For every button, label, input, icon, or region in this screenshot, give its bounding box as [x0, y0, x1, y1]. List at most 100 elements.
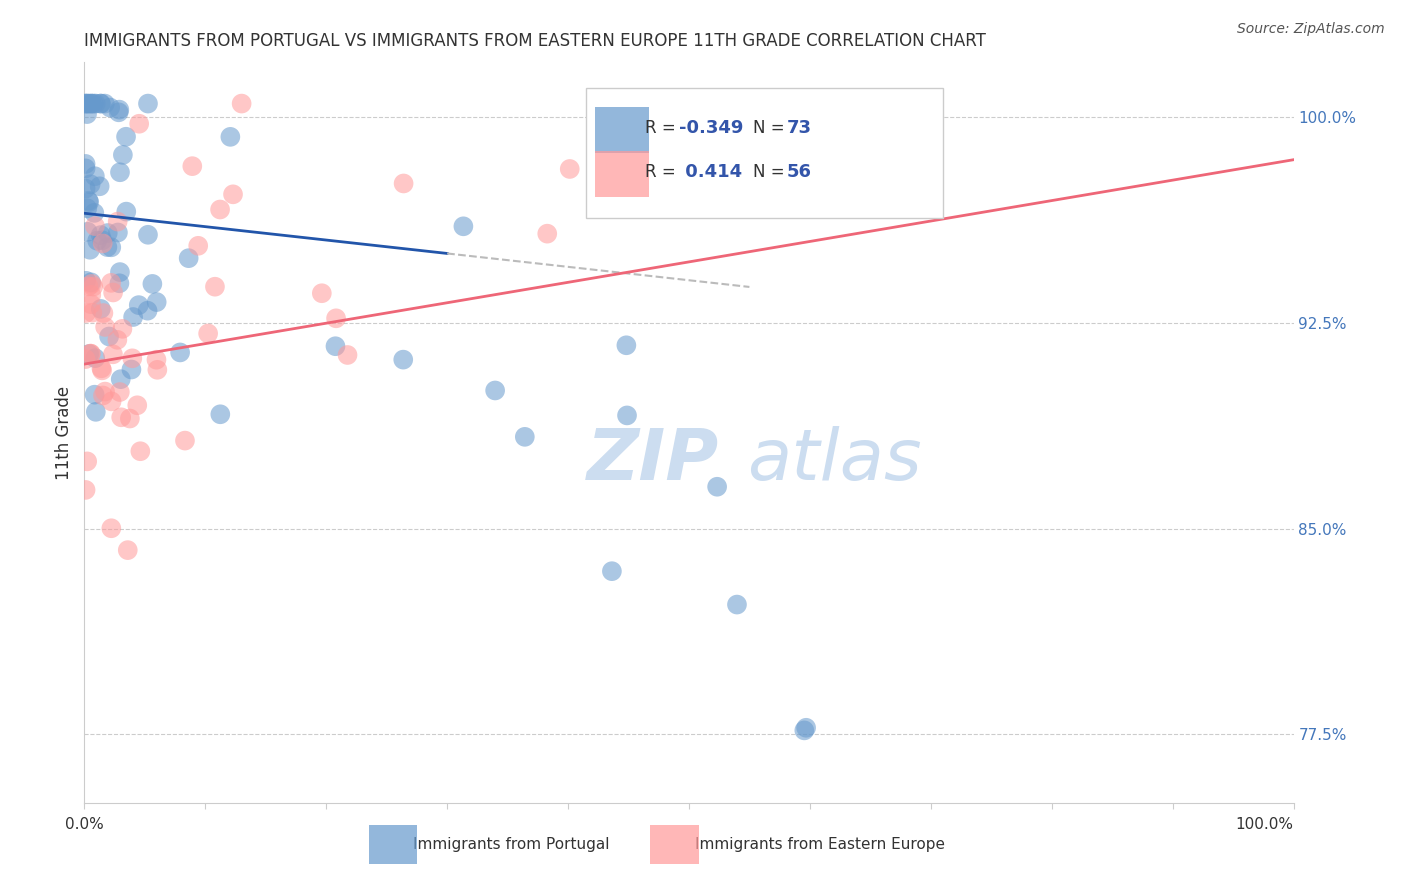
Point — [94, 384, 117, 399]
Point — [76, 225, 98, 239]
Text: 73: 73 — [787, 119, 811, 136]
Point — [136, 303, 159, 318]
Point — [76, 107, 98, 121]
Text: R =: R = — [645, 119, 682, 136]
Point — [79, 243, 101, 257]
Point — [108, 103, 131, 117]
Point — [558, 161, 581, 176]
Point — [76, 202, 98, 216]
Point — [77, 195, 100, 210]
Point — [145, 352, 167, 367]
Point — [100, 276, 122, 290]
Point — [89, 179, 111, 194]
Point — [108, 384, 131, 399]
Point — [187, 239, 209, 253]
Point — [117, 543, 139, 558]
Point — [209, 407, 232, 421]
Point — [219, 129, 242, 144]
Point — [90, 96, 112, 111]
Point — [108, 165, 131, 179]
Point — [118, 411, 141, 425]
Point — [98, 329, 121, 343]
Point — [453, 219, 475, 234]
Point — [91, 363, 114, 377]
Point — [174, 434, 197, 448]
Point — [145, 295, 167, 310]
Point — [80, 277, 103, 291]
Point — [128, 298, 150, 312]
Point — [725, 598, 748, 612]
Point — [80, 96, 103, 111]
Point — [311, 286, 333, 301]
Point — [98, 101, 121, 115]
Point — [111, 322, 134, 336]
Point — [90, 96, 112, 111]
Point — [84, 219, 107, 233]
Point — [392, 177, 415, 191]
Text: Immigrants from Eastern Europe: Immigrants from Eastern Europe — [695, 837, 945, 852]
Point — [83, 206, 105, 220]
Point — [823, 96, 845, 111]
Point — [94, 96, 117, 111]
Point — [204, 279, 226, 293]
Text: IMMIGRANTS FROM PORTUGAL VS IMMIGRANTS FROM EASTERN EUROPE 11TH GRADE CORRELATIO: IMMIGRANTS FROM PORTUGAL VS IMMIGRANTS F… — [84, 32, 986, 50]
Point — [120, 362, 142, 376]
Point — [91, 233, 114, 247]
Point — [75, 306, 97, 320]
Point — [110, 410, 132, 425]
Point — [90, 301, 112, 316]
Point — [79, 178, 101, 192]
Point — [128, 117, 150, 131]
Point — [616, 409, 638, 423]
Point — [169, 345, 191, 359]
Point — [91, 236, 114, 251]
Point — [141, 277, 163, 291]
Text: R =: R = — [645, 163, 682, 181]
Point — [100, 521, 122, 535]
Text: 0.414: 0.414 — [679, 163, 742, 181]
Text: Immigrants from Portugal: Immigrants from Portugal — [413, 837, 610, 852]
Point — [90, 228, 112, 243]
Y-axis label: 11th Grade: 11th Grade — [55, 385, 73, 480]
Point — [744, 96, 766, 111]
Point — [76, 454, 98, 468]
Point — [108, 277, 131, 291]
Point — [129, 444, 152, 458]
Point — [100, 240, 122, 254]
FancyBboxPatch shape — [650, 825, 699, 863]
Point — [107, 214, 129, 228]
Point — [100, 394, 122, 409]
Point — [101, 285, 124, 300]
Point — [77, 347, 100, 361]
Point — [84, 96, 107, 111]
Text: Source: ZipAtlas.com: Source: ZipAtlas.com — [1237, 22, 1385, 37]
Point — [793, 723, 815, 738]
Point — [82, 279, 104, 293]
Point — [231, 96, 253, 111]
Point — [84, 405, 107, 419]
Point — [91, 388, 114, 402]
Point — [616, 338, 638, 352]
FancyBboxPatch shape — [595, 152, 650, 197]
Point — [83, 96, 105, 111]
Point — [77, 279, 100, 293]
Point — [83, 387, 105, 401]
Point — [108, 265, 131, 279]
FancyBboxPatch shape — [586, 88, 943, 218]
Point — [80, 347, 103, 361]
Point — [110, 372, 132, 386]
Point — [77, 96, 100, 111]
Point — [75, 483, 97, 497]
Point — [177, 251, 200, 265]
FancyBboxPatch shape — [368, 825, 418, 863]
Point — [181, 159, 204, 173]
Point — [76, 96, 98, 111]
Text: ZIP: ZIP — [586, 425, 718, 494]
Point — [75, 274, 97, 288]
Point — [75, 161, 97, 176]
Point — [115, 204, 138, 219]
Point — [209, 202, 232, 217]
Point — [79, 346, 101, 360]
Point — [97, 226, 120, 240]
Point — [136, 227, 159, 242]
